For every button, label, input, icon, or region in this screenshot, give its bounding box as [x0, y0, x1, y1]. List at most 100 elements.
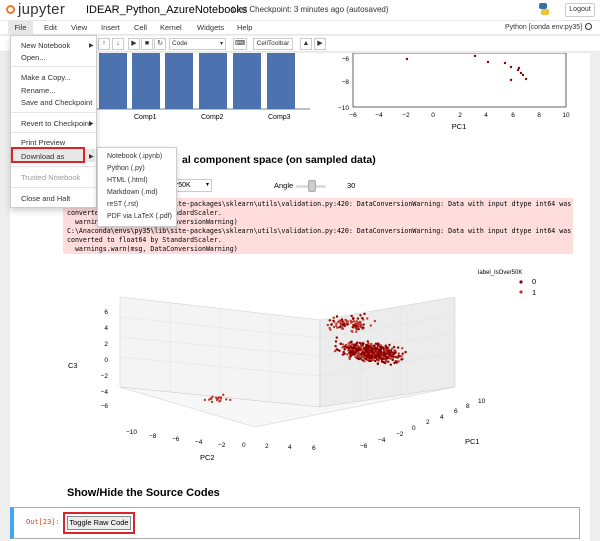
cloud-point	[334, 344, 337, 348]
scatter-point	[517, 66, 521, 70]
upload-icon[interactable]: ▲	[300, 38, 312, 50]
menu-file[interactable]: File	[8, 21, 33, 35]
y-tick-label: 10	[478, 398, 486, 405]
file-menu-close-halt[interactable]: Close and Halt	[21, 194, 71, 203]
highlight-download-as	[11, 147, 85, 163]
menu-help[interactable]: Help	[237, 23, 253, 32]
cloud-point	[364, 347, 367, 350]
cloud-point	[357, 323, 361, 326]
cloud-point	[346, 353, 349, 356]
file-menu-download-as[interactable]: Download as	[21, 152, 65, 161]
menu-divider	[11, 112, 96, 113]
menu-edit[interactable]: Edit	[44, 23, 57, 32]
header: jupyter IDEAR_Python_AzureNotebooks Last…	[0, 0, 600, 20]
menu-kernel[interactable]: Kernel	[160, 23, 182, 32]
file-menu-rename[interactable]: Rename...	[21, 86, 56, 95]
download-ipynb[interactable]: Notebook (.ipynb)	[107, 153, 163, 160]
menu-insert[interactable]: Insert	[101, 23, 120, 32]
y-tick-label: −6	[360, 443, 368, 450]
move-up-icon[interactable]: ↑	[98, 38, 110, 50]
cloud-point	[381, 360, 384, 363]
download-py[interactable]: Python (.py)	[107, 165, 145, 172]
video-icon[interactable]: ▶	[314, 38, 326, 50]
cloud-point	[389, 349, 393, 352]
file-menu-print-preview[interactable]: Print Preview	[21, 138, 66, 147]
menu-divider	[11, 66, 96, 67]
x-tick-label: 2	[458, 112, 462, 119]
cloud-point	[332, 316, 335, 319]
show-hide-heading: Show/Hide the Source Codes	[67, 487, 220, 499]
legend-marker-1	[519, 290, 523, 294]
download-rst[interactable]: reST (.rst)	[107, 201, 139, 208]
download-md[interactable]: Markdown (.md)	[107, 189, 158, 196]
cloud-point	[333, 349, 337, 353]
y-axis-label: PC1	[465, 437, 480, 446]
cloud-point	[388, 355, 391, 359]
cloud-point	[354, 327, 358, 330]
file-menu-new-notebook[interactable]: New Notebook	[21, 41, 71, 50]
move-down-icon[interactable]: ↓	[112, 38, 124, 50]
warning-line: converted to float64 by StandardScaler.	[67, 236, 222, 244]
cloud-point	[391, 358, 394, 362]
cloud-point	[373, 344, 376, 347]
file-menu-make-copy[interactable]: Make a Copy...	[21, 73, 71, 82]
cloud-point	[346, 323, 349, 326]
cloud-point	[366, 317, 369, 320]
stop-icon[interactable]: ■	[141, 38, 153, 50]
cloud-point	[341, 320, 344, 323]
logout-button[interactable]: Logout	[565, 3, 595, 17]
checkpoint-status: Last Checkpoint: 3 minutes ago (autosave…	[232, 5, 389, 14]
jupyter-logo[interactable]: jupyter	[6, 1, 65, 18]
download-html[interactable]: HTML (.html)	[107, 177, 148, 184]
menu-view[interactable]: View	[71, 23, 88, 32]
menu-cell[interactable]: Cell	[134, 23, 147, 32]
file-menu-save-checkpoint[interactable]: Save and Checkpoint	[21, 98, 93, 107]
angle-slider-handle[interactable]	[308, 180, 316, 192]
submenu-arrow-icon: ▶	[89, 121, 94, 127]
python-logo-icon	[539, 3, 549, 15]
cloud-point	[355, 330, 358, 333]
file-menu-open[interactable]: Open...	[21, 53, 46, 62]
download-as-submenu: Notebook (.ipynb) Python (.py) HTML (.ht…	[97, 147, 177, 227]
cloud-point	[345, 346, 349, 349]
download-pdf[interactable]: PDF via LaTeX (.pdf)	[107, 213, 172, 220]
cell-type-select[interactable]: Code ▾	[169, 38, 226, 50]
kernel-status-icon	[585, 23, 593, 30]
cloud-point	[356, 326, 360, 329]
notebook-title[interactable]: IDEAR_Python_AzureNotebooks	[86, 4, 248, 16]
cloud-point	[350, 343, 354, 346]
file-menu-revert-checkpoint[interactable]: Revert to Checkpoint	[21, 119, 92, 128]
cloud-point	[375, 358, 379, 361]
cloud-point	[377, 348, 380, 351]
section-heading: al component space (on sampled data)	[182, 154, 376, 166]
cloud-point	[383, 354, 386, 357]
x-tick-label: 2	[265, 443, 269, 450]
cloud-point	[345, 343, 348, 347]
run-icon[interactable]: ▶	[128, 38, 140, 50]
cloud-point	[365, 344, 368, 347]
cloud-point	[343, 352, 346, 355]
menu-divider	[11, 166, 96, 167]
bar	[165, 53, 193, 109]
cloud-point	[369, 359, 373, 363]
scatter-point	[486, 60, 490, 64]
x-tick-label: −8	[149, 433, 157, 440]
x-tick-label: 4	[484, 112, 488, 119]
z-tick-label: −2	[101, 373, 109, 380]
cloud-point	[376, 354, 379, 358]
cloud-point	[211, 395, 214, 398]
x-axis-label: PC2	[200, 453, 215, 462]
cloud-point	[358, 341, 362, 345]
x-tick-label: −2	[402, 112, 410, 119]
menu-widgets[interactable]: Widgets	[197, 23, 225, 32]
restart-icon[interactable]: ↻	[154, 38, 166, 50]
keyboard-icon[interactable]: ⌨	[233, 38, 247, 50]
celltoolbar-button[interactable]: CellToolbar	[253, 38, 293, 50]
cloud-point	[357, 355, 360, 358]
toggle-raw-code-button[interactable]: Toggle Raw Code	[67, 516, 131, 530]
x-tick-label: 6	[511, 112, 515, 119]
cloud-point	[400, 355, 403, 358]
scatter-point	[405, 57, 409, 61]
cloud-point	[397, 360, 400, 363]
cloud-point	[386, 356, 390, 360]
